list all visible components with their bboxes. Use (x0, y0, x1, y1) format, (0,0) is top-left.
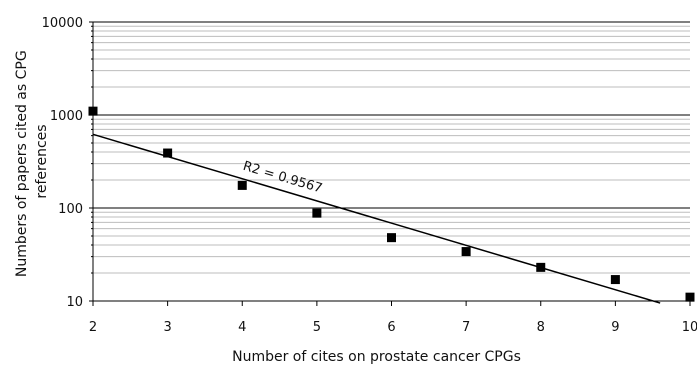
data-point (610, 275, 620, 285)
x-tick-label: 9 (611, 320, 619, 335)
y-axis-title: Numbers of papers cited as CPG reference… (14, 46, 50, 277)
data-point (312, 208, 322, 218)
x-tick-label: 3 (163, 320, 171, 335)
data-point (685, 292, 695, 302)
y-axis-title-line-1: Numbers of papers cited as CPG (14, 50, 30, 277)
data-point (536, 262, 546, 272)
x-tick-label: 6 (387, 320, 395, 335)
data-point (88, 106, 98, 116)
data-point (237, 180, 247, 190)
x-tick-label: 2 (89, 320, 97, 335)
y-tick-label: 10 (66, 295, 83, 310)
y-tick-label: 10000 (42, 16, 83, 31)
y-tick-labels: 10 100 1000 10000 (42, 16, 83, 310)
x-tick-label: 8 (537, 320, 545, 335)
x-tick-label: 4 (238, 320, 246, 335)
y-tick-label: 1000 (50, 109, 83, 124)
trendline (92, 133, 661, 304)
minor-gridlines (93, 25, 690, 274)
y-tick-label: 100 (58, 202, 83, 217)
data-point (461, 247, 471, 257)
y-axis-title-line-2: references (34, 124, 50, 198)
data-point (387, 233, 396, 243)
major-gridlines (93, 21, 690, 209)
x-axis-title: Number of cites on prostate cancer CPGs (232, 349, 521, 365)
tick-marks (89, 21, 691, 306)
x-tick-label: 5 (313, 320, 321, 335)
trendline-group (92, 133, 661, 304)
data-point (163, 148, 173, 158)
x-tick-label: 7 (462, 320, 470, 335)
data-points (88, 106, 695, 302)
x-tick-label: 10 (682, 320, 697, 335)
x-tick-labels: 2 3 4 5 6 7 8 9 10 (89, 320, 697, 335)
